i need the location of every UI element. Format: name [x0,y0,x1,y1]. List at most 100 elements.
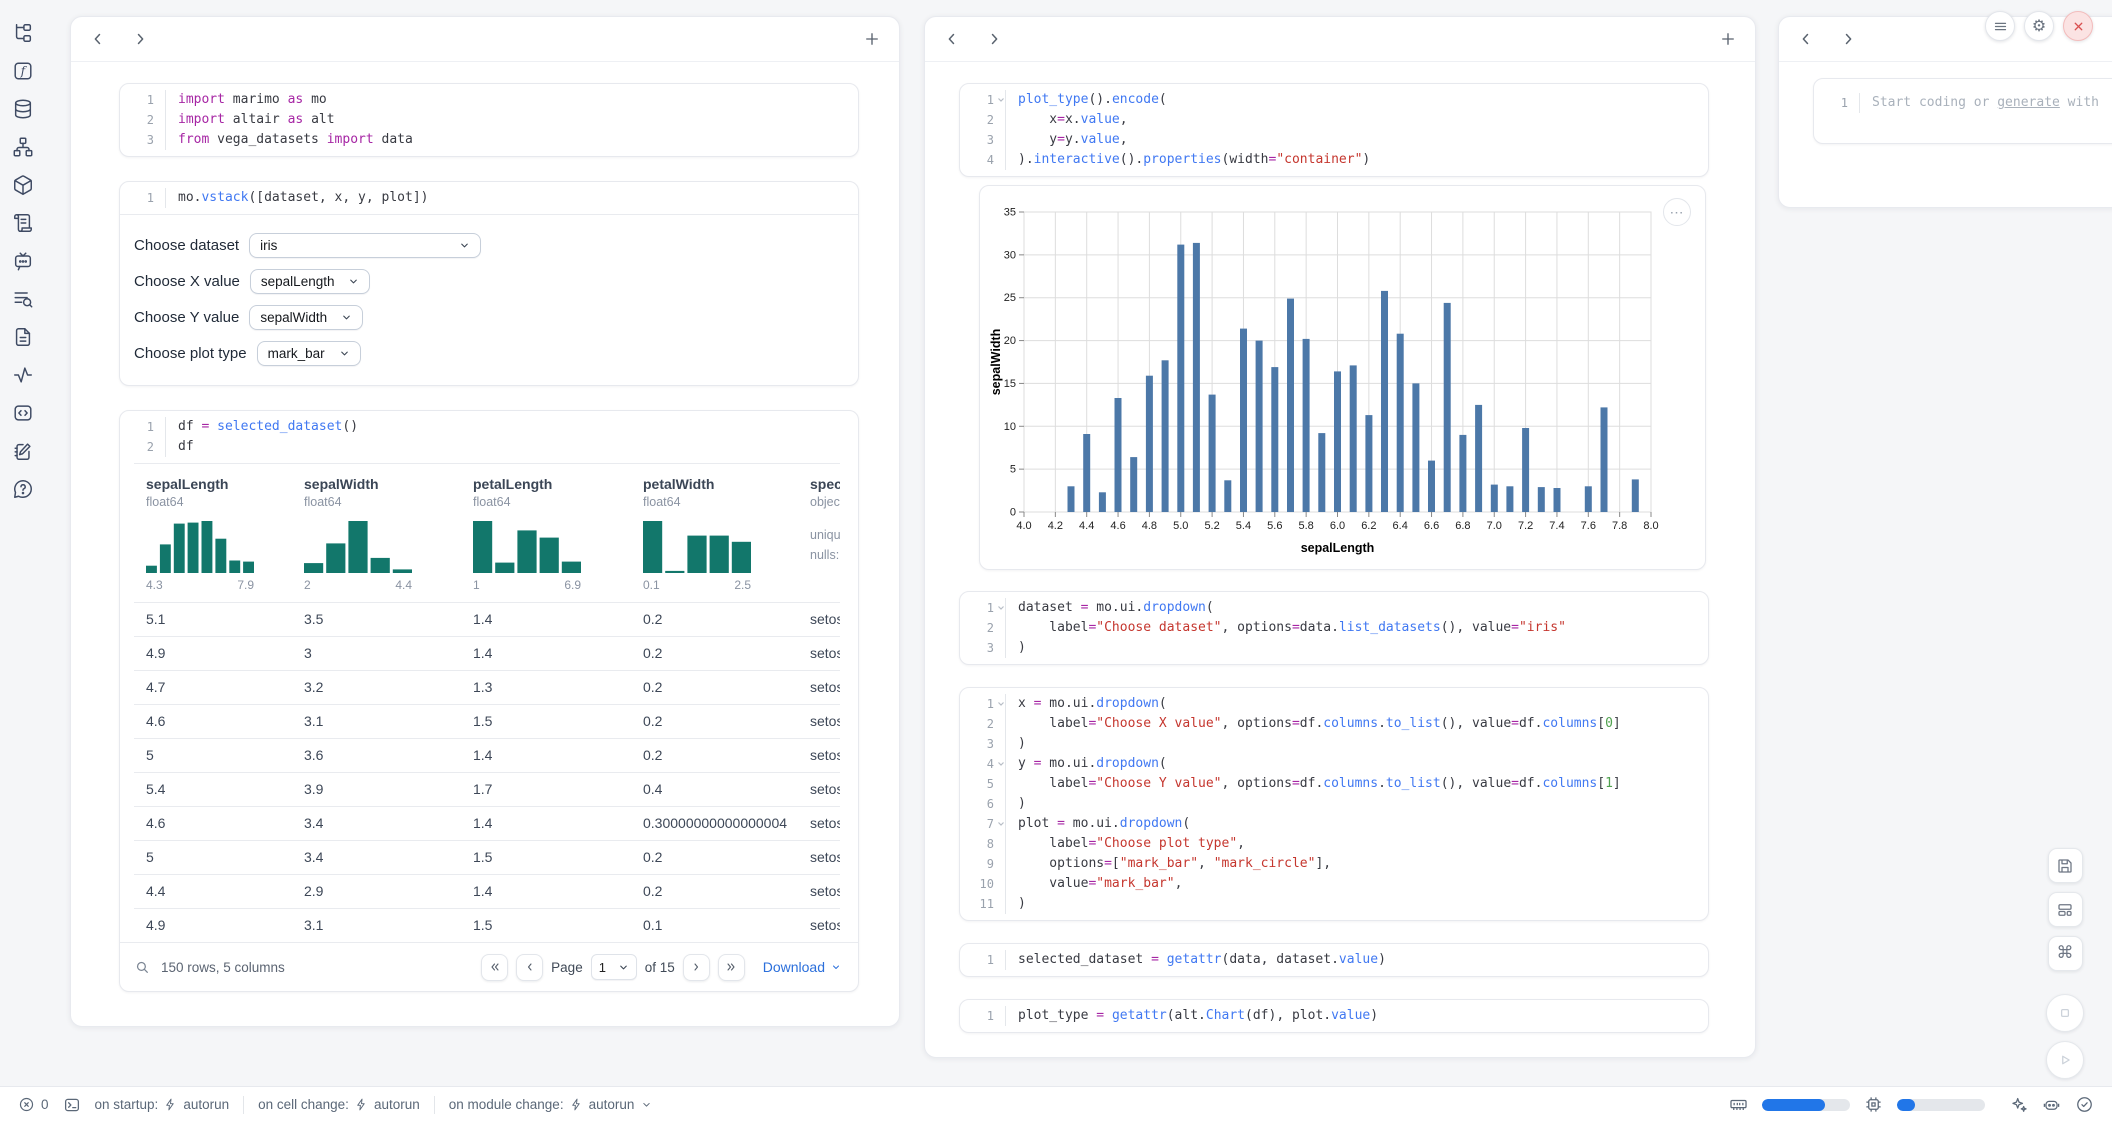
run-button[interactable] [2046,1041,2084,1079]
choose-plot-type-select[interactable]: mark_bar [257,341,361,366]
sidebar-help-button[interactable] [11,477,35,501]
table-row[interactable]: 53.61.40.2setosa [134,739,840,773]
add-cell-button[interactable] [1715,26,1741,52]
code-line: 4y = mo.ui.dropdown( [960,754,1708,774]
fold-icon[interactable] [997,94,1005,106]
sidebar-chat-button[interactable] [11,249,35,273]
x-axis-title: sepalLength [1301,541,1375,555]
first-page-button[interactable] [481,954,508,981]
code-editor[interactable]: 1plot_type().encode(2 x=x.value,3 y=y.va… [960,84,1708,176]
table-row[interactable]: 53.41.50.2setosa [134,841,840,875]
code-editor[interactable]: 1selected_dataset = getattr(data, datase… [960,944,1708,976]
table-row[interactable]: 4.73.21.30.2setosa [134,671,840,705]
empty-code-cell[interactable]: 1 Start coding or generate with [1813,78,2112,144]
sidebar-snippets-button[interactable] [11,401,35,425]
choose-x-select[interactable]: sepalLength [250,269,371,294]
chart-actions-button[interactable]: ⋯ [1663,198,1691,226]
search-icon[interactable] [134,959,151,976]
table-row[interactable]: 5.13.51.40.2setosa [134,603,840,637]
chevron-right-icon[interactable] [1835,26,1861,52]
table-row[interactable]: 4.63.41.40.30000000000000004setosa [134,807,840,841]
keyboard-shortcuts-button[interactable]: ⌘ [2048,936,2083,971]
sidebar-script-button[interactable] [11,211,35,235]
chevron-right-icon[interactable] [127,26,153,52]
code-editor[interactable]: 1x = mo.ui.dropdown(2 label="Choose X va… [960,688,1708,920]
download-button[interactable]: Download [763,959,842,975]
selected-value: sepalWidth [260,310,327,325]
fold-icon[interactable] [997,602,1005,614]
sidebar-dependency-graph-button[interactable] [11,135,35,159]
ai-assistant-button[interactable] [2009,1095,2028,1114]
dataframe-cell[interactable]: 1df = selected_dataset()2dfsepalLengthfl… [119,410,859,992]
kernel-status-button[interactable] [2042,1095,2061,1114]
table-cell: 4.9 [134,637,292,671]
notebook-column-middle: 1plot_type().encode(2 x=x.value,3 y=y.va… [924,16,1756,1058]
fold-icon[interactable] [997,698,1005,710]
column-header[interactable]: petalLengthfloat6416.9 [461,464,631,603]
code-editor[interactable]: 1dataset = mo.ui.dropdown(2 label="Choos… [960,592,1708,664]
code-editor[interactable]: 1df = selected_dataset()2df [120,411,858,463]
xy-plot-dropdown-cell[interactable]: 1x = mo.ui.dropdown(2 label="Choose X va… [959,687,1709,921]
table-row[interactable]: 4.931.40.2setosa [134,637,840,671]
code-editor-placeholder[interactable]: Start coding or generate with [1860,93,2099,113]
on-startup-setting[interactable]: on startup: autorun [95,1097,230,1112]
bar-chart[interactable]: 051015202530354.04.24.44.64.85.05.25.45.… [990,192,1690,564]
dataset-dropdown-cell[interactable]: 1dataset = mo.ui.dropdown(2 label="Choos… [959,591,1709,665]
on-cell-change-setting[interactable]: on cell change: autorun [258,1097,420,1112]
next-page-button[interactable] [683,954,710,981]
table-row[interactable]: 5.43.91.70.4setosa [134,773,840,807]
sidebar-file-tree-button[interactable] [11,21,35,45]
chevron-left-icon[interactable] [85,26,111,52]
sidebar-package-button[interactable] [11,173,35,197]
sidebar-documentation-button[interactable] [11,325,35,349]
on-module-change-setting[interactable]: on module change: autorun [449,1097,654,1112]
error-indicator[interactable]: 0 [18,1096,49,1113]
table-row[interactable]: 4.63.11.50.2setosa [134,705,840,739]
sidebar-database-button[interactable] [11,97,35,121]
sidebar-tracing-button[interactable] [11,363,35,387]
save-button[interactable] [2048,848,2083,883]
selected-dataset-cell[interactable]: 1selected_dataset = getattr(data, datase… [959,943,1709,977]
sidebar-function-button[interactable]: f [11,59,35,83]
column-header[interactable]: speciesobjectunique:nulls: [798,464,840,603]
terminal-button[interactable] [63,1096,81,1114]
menu-button[interactable] [1985,11,2015,41]
sidebar-logs-button[interactable] [11,287,35,311]
page-number-select[interactable]: 1 [591,954,637,980]
code-editor[interactable]: 1plot_type = getattr(alt.Chart(df), plot… [960,1000,1708,1032]
connection-status-button[interactable] [2075,1095,2094,1114]
plot-type-cell[interactable]: 1plot_type = getattr(alt.Chart(df), plot… [959,999,1709,1033]
close-panel-button[interactable] [2063,11,2093,41]
prev-page-button[interactable] [516,954,543,981]
svg-text:20: 20 [1004,335,1016,347]
chevron-left-icon[interactable] [1793,26,1819,52]
settings-button[interactable]: ⚙ [2024,11,2054,41]
chevron-right-icon[interactable] [981,26,1007,52]
chevron-left-icon[interactable] [939,26,965,52]
vstack-cell[interactable]: 1mo.vstack([dataset, x, y, plot])Choose … [119,181,859,386]
sidebar-scratchpad-button[interactable] [11,439,35,463]
table-row[interactable]: 4.93.11.50.1setosa [134,909,840,943]
choose-dataset-select[interactable]: iris [249,233,481,258]
import-cell[interactable]: 1import marimo as mo2import altair as al… [119,83,859,157]
code-editor[interactable]: 1import marimo as mo2import altair as al… [120,84,858,156]
fold-icon[interactable] [997,758,1005,770]
tracing-icon [12,364,34,386]
layout-button[interactable] [2048,892,2083,927]
selected-value: mark_bar [268,346,325,361]
add-cell-button[interactable] [859,26,885,52]
lightning-icon [355,1098,368,1111]
plot-encode-cell[interactable]: 1plot_type().encode(2 x=x.value,3 y=y.va… [959,83,1709,177]
code-editor[interactable]: 1mo.vstack([dataset, x, y, plot]) [120,182,858,214]
column-header[interactable]: petalWidthfloat640.12.5 [631,464,798,603]
table-row[interactable]: 4.42.91.40.2setosa [134,875,840,909]
table-cell: 2.9 [292,875,461,909]
line-number: 3 [960,734,1006,754]
column-header[interactable]: sepalLengthfloat644.37.9 [134,464,292,603]
column-header[interactable]: sepalWidthfloat6424.4 [292,464,461,603]
choose-y-select[interactable]: sepalWidth [249,305,363,330]
stop-button[interactable] [2046,994,2084,1032]
last-page-button[interactable] [718,954,745,981]
fold-icon[interactable] [997,818,1005,830]
table-cell: 3.5 [292,603,461,637]
